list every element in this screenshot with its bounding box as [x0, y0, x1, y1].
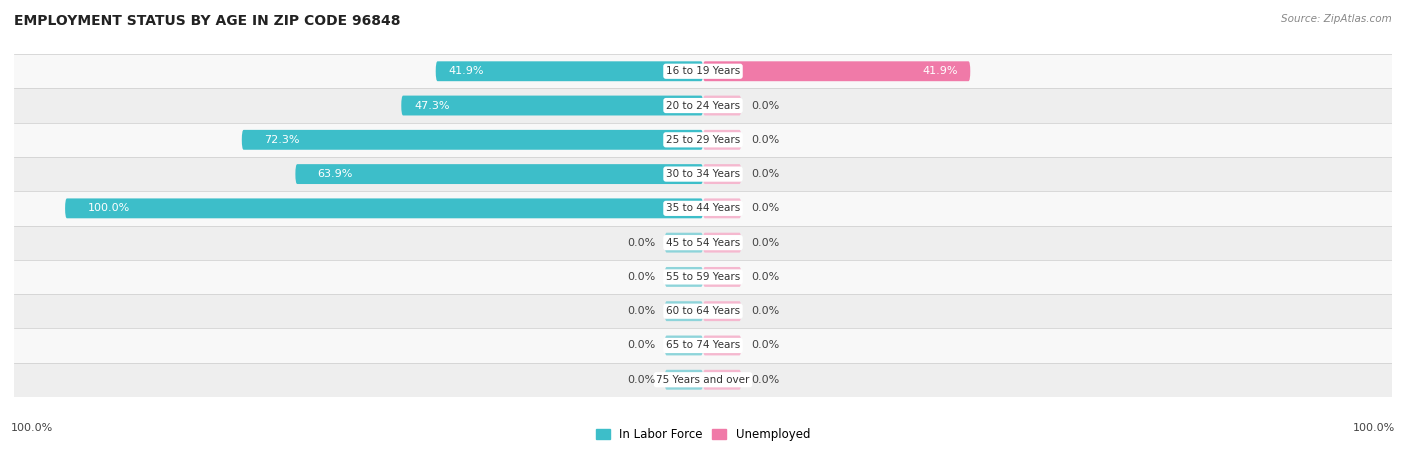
Text: 0.0%: 0.0%: [751, 135, 779, 145]
Text: 45 to 54 Years: 45 to 54 Years: [666, 238, 740, 248]
FancyBboxPatch shape: [665, 233, 703, 253]
FancyBboxPatch shape: [436, 61, 703, 81]
FancyBboxPatch shape: [14, 328, 1392, 363]
Text: 63.9%: 63.9%: [318, 169, 353, 179]
Text: 47.3%: 47.3%: [413, 101, 450, 110]
FancyBboxPatch shape: [14, 260, 1392, 294]
FancyBboxPatch shape: [295, 164, 703, 184]
FancyBboxPatch shape: [703, 198, 741, 218]
FancyBboxPatch shape: [665, 267, 703, 287]
Text: 0.0%: 0.0%: [627, 272, 655, 282]
FancyBboxPatch shape: [14, 54, 1392, 88]
Text: 0.0%: 0.0%: [751, 203, 779, 213]
Text: 0.0%: 0.0%: [627, 238, 655, 248]
FancyBboxPatch shape: [401, 96, 703, 115]
FancyBboxPatch shape: [14, 123, 1392, 157]
FancyBboxPatch shape: [703, 267, 741, 287]
FancyBboxPatch shape: [703, 96, 741, 115]
Text: EMPLOYMENT STATUS BY AGE IN ZIP CODE 96848: EMPLOYMENT STATUS BY AGE IN ZIP CODE 968…: [14, 14, 401, 28]
Text: Source: ZipAtlas.com: Source: ZipAtlas.com: [1281, 14, 1392, 23]
Text: 0.0%: 0.0%: [751, 272, 779, 282]
Text: 75 Years and over: 75 Years and over: [657, 375, 749, 385]
Text: 30 to 34 Years: 30 to 34 Years: [666, 169, 740, 179]
FancyBboxPatch shape: [14, 88, 1392, 123]
Legend: In Labor Force, Unemployed: In Labor Force, Unemployed: [591, 423, 815, 446]
FancyBboxPatch shape: [14, 226, 1392, 260]
FancyBboxPatch shape: [703, 233, 741, 253]
Text: 65 to 74 Years: 65 to 74 Years: [666, 341, 740, 350]
Text: 0.0%: 0.0%: [751, 238, 779, 248]
FancyBboxPatch shape: [703, 301, 741, 321]
Text: 0.0%: 0.0%: [751, 341, 779, 350]
Text: 41.9%: 41.9%: [449, 66, 484, 76]
Text: 0.0%: 0.0%: [751, 169, 779, 179]
FancyBboxPatch shape: [665, 336, 703, 355]
Text: 0.0%: 0.0%: [751, 306, 779, 316]
Text: 100.0%: 100.0%: [1353, 423, 1395, 433]
FancyBboxPatch shape: [14, 191, 1392, 226]
Text: 16 to 19 Years: 16 to 19 Years: [666, 66, 740, 76]
Text: 0.0%: 0.0%: [627, 306, 655, 316]
Text: 55 to 59 Years: 55 to 59 Years: [666, 272, 740, 282]
Text: 35 to 44 Years: 35 to 44 Years: [666, 203, 740, 213]
Text: 0.0%: 0.0%: [627, 375, 655, 385]
Text: 25 to 29 Years: 25 to 29 Years: [666, 135, 740, 145]
FancyBboxPatch shape: [14, 363, 1392, 397]
Text: 100.0%: 100.0%: [11, 423, 53, 433]
FancyBboxPatch shape: [703, 164, 741, 184]
Text: 0.0%: 0.0%: [751, 375, 779, 385]
FancyBboxPatch shape: [703, 336, 741, 355]
FancyBboxPatch shape: [14, 157, 1392, 191]
FancyBboxPatch shape: [665, 301, 703, 321]
Text: 72.3%: 72.3%: [264, 135, 299, 145]
Text: 60 to 64 Years: 60 to 64 Years: [666, 306, 740, 316]
Text: 41.9%: 41.9%: [922, 66, 957, 76]
FancyBboxPatch shape: [14, 294, 1392, 328]
FancyBboxPatch shape: [242, 130, 703, 150]
Text: 0.0%: 0.0%: [751, 101, 779, 110]
Text: 20 to 24 Years: 20 to 24 Years: [666, 101, 740, 110]
FancyBboxPatch shape: [65, 198, 703, 218]
Text: 100.0%: 100.0%: [87, 203, 129, 213]
FancyBboxPatch shape: [665, 370, 703, 390]
FancyBboxPatch shape: [703, 61, 970, 81]
Text: 0.0%: 0.0%: [627, 341, 655, 350]
FancyBboxPatch shape: [703, 130, 741, 150]
FancyBboxPatch shape: [703, 370, 741, 390]
